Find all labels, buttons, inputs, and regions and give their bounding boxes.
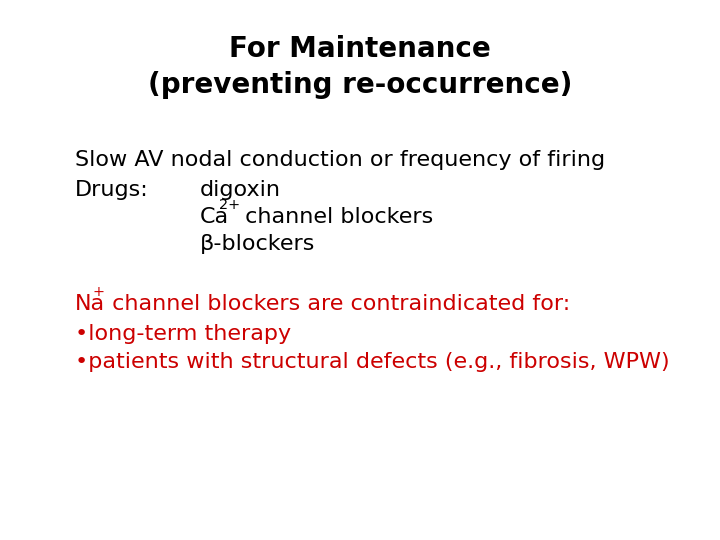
Text: Na: Na <box>75 294 105 314</box>
Text: Drugs:: Drugs: <box>75 180 149 200</box>
Text: +: + <box>92 285 104 299</box>
Text: channel blockers: channel blockers <box>238 207 433 227</box>
Text: •long-term therapy: •long-term therapy <box>75 324 291 344</box>
Text: Slow AV nodal conduction or frequency of firing: Slow AV nodal conduction or frequency of… <box>75 150 605 170</box>
Text: Ca: Ca <box>200 207 229 227</box>
Text: 2+: 2+ <box>219 198 240 212</box>
Text: channel blockers are contraindicated for:: channel blockers are contraindicated for… <box>105 294 570 314</box>
Text: β-blockers: β-blockers <box>200 234 315 254</box>
Text: For Maintenance
(preventing re-occurrence): For Maintenance (preventing re-occurrenc… <box>148 35 572 99</box>
Text: digoxin: digoxin <box>200 180 281 200</box>
Text: •patients with structural defects (e.g., fibrosis, WPW): •patients with structural defects (e.g.,… <box>75 352 670 372</box>
